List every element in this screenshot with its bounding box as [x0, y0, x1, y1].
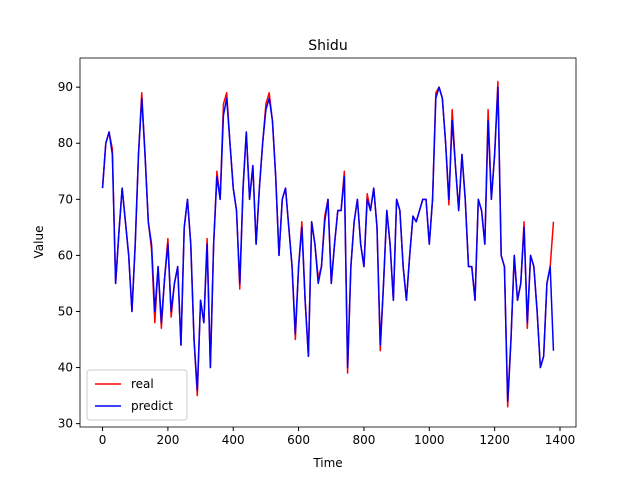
y-tick-label: 40	[58, 361, 73, 375]
y-tick-label: 80	[58, 136, 73, 150]
x-tick-label: 400	[222, 433, 245, 447]
x-tick-label: 1000	[414, 433, 445, 447]
y-tick-label: 90	[58, 80, 73, 94]
line-series	[101, 86, 555, 402]
y-tick-label: 60	[58, 248, 73, 262]
x-tick-label: 200	[156, 433, 179, 447]
y-axis-label: Value	[32, 226, 46, 259]
legend-label: real	[131, 377, 154, 391]
x-tick-label: 1200	[479, 433, 510, 447]
x-tick-label: 1400	[545, 433, 576, 447]
legend-box	[86, 369, 188, 421]
legend-label: predict	[131, 399, 173, 413]
plot-frame	[79, 57, 577, 428]
line-series	[101, 80, 555, 408]
x-axis-label: Time	[312, 456, 342, 470]
x-tick-label: 600	[287, 433, 310, 447]
x-tick-label: 800	[352, 433, 375, 447]
y-tick-label: 50	[58, 304, 73, 318]
x-tick-label: 0	[99, 433, 107, 447]
chart-title: Shidu	[308, 38, 347, 54]
y-tick-label: 70	[58, 192, 73, 206]
y-tick-label: 30	[58, 417, 73, 431]
